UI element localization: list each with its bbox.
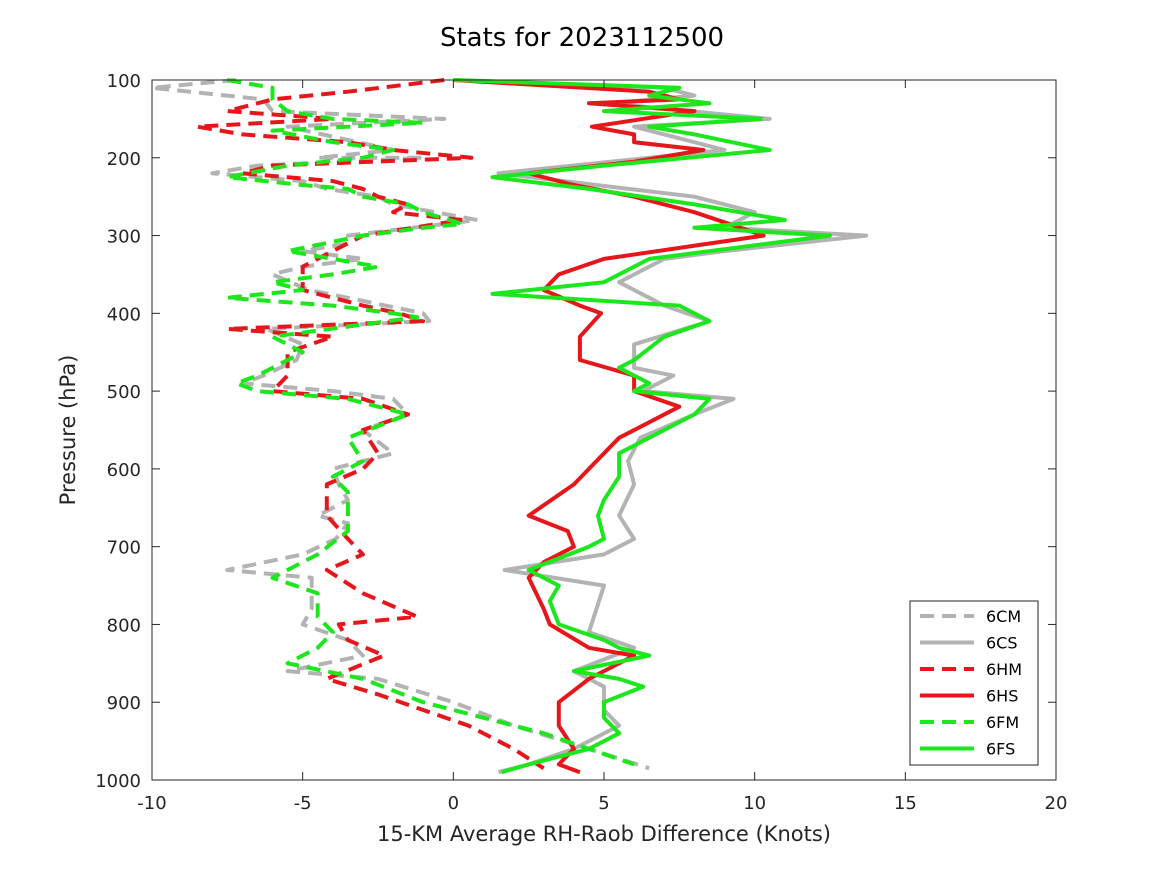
tick-layer: -10 -5 0 5 10 15 20 100 200 300 400 500 600 700 800 900… bbox=[95, 71, 1067, 814]
legend-label-6fm: 6FM bbox=[986, 713, 1019, 732]
y-tick-label: 700 bbox=[107, 538, 141, 559]
series-line-6cm bbox=[150, 78, 650, 771]
y-tick-label: 300 bbox=[107, 227, 141, 248]
x-tick-label: 5 bbox=[598, 793, 609, 814]
legend: 6CM 6CS 6HM 6HS 6FM 6FS bbox=[909, 600, 1039, 766]
y-tick-label: 200 bbox=[107, 149, 141, 170]
y-tick-label: 800 bbox=[107, 615, 141, 636]
legend-label-6hm: 6HM bbox=[986, 660, 1022, 679]
y-tick-label: 600 bbox=[107, 460, 141, 481]
y-tick-label: 400 bbox=[107, 304, 141, 325]
series-line-6cs bbox=[453, 78, 869, 775]
x-tick-label: 15 bbox=[894, 793, 917, 814]
chart-title: Stats for 2023112500 bbox=[440, 23, 724, 53]
x-axis-label: 15-KM Average RH-Raob Difference (Knots) bbox=[377, 822, 831, 846]
series-line-6hm bbox=[195, 78, 545, 770]
legend-box bbox=[909, 600, 1039, 766]
y-tick-label: 1000 bbox=[95, 771, 141, 792]
y-tick-label: 100 bbox=[107, 71, 141, 92]
y-axis-label: Pressure (hPa) bbox=[56, 355, 80, 506]
y-tick-label: 900 bbox=[107, 693, 141, 714]
x-tick-label: -10 bbox=[137, 793, 166, 814]
x-tick-label: 0 bbox=[448, 793, 459, 814]
x-tick-label: 20 bbox=[1045, 793, 1068, 814]
series-line-6fs bbox=[453, 78, 832, 775]
series-line-6hs bbox=[453, 78, 766, 775]
y-tick-label: 500 bbox=[107, 382, 141, 403]
series-line-6fm bbox=[225, 78, 635, 767]
x-tick-label: -5 bbox=[294, 793, 312, 814]
legend-label-6cm: 6CM bbox=[986, 607, 1021, 626]
legend-label-6fs: 6FS bbox=[986, 740, 1015, 759]
legend-label-6hs: 6HS bbox=[986, 687, 1018, 706]
legend-label-6cs: 6CS bbox=[986, 634, 1018, 653]
x-tick-label: 10 bbox=[743, 793, 766, 814]
series-layer bbox=[150, 78, 869, 775]
